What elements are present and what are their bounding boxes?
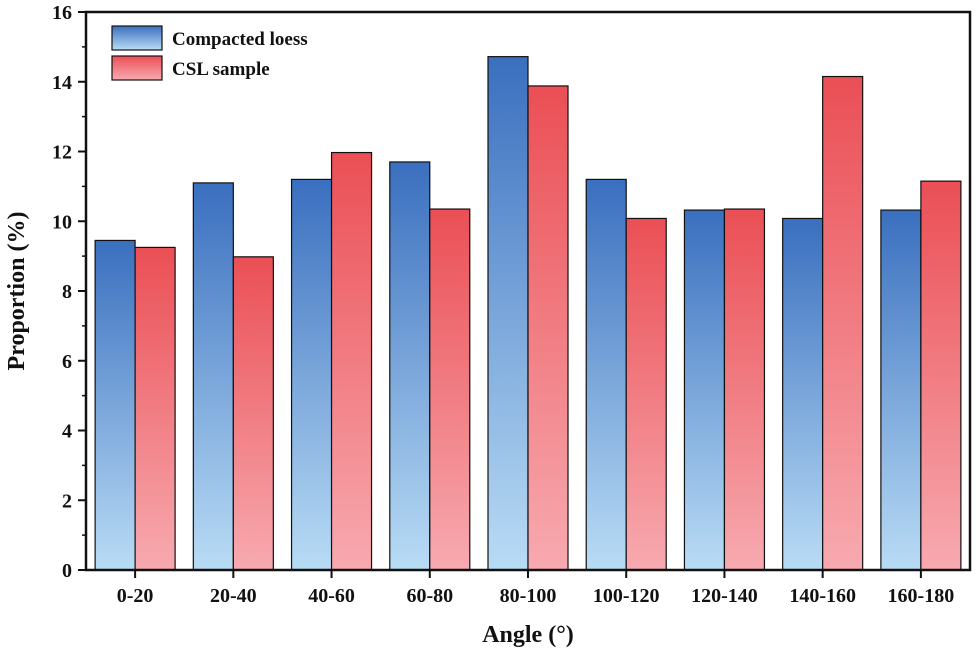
y-ticks: 0 2 4 6 8 10 12 14 16 [52, 2, 86, 582]
x-tick-label-160-180: 160-180 [888, 585, 955, 607]
bar-csl-sample-60-80 [429, 208, 471, 571]
bar-csl-sample-100-120 [625, 217, 667, 571]
y-axis-title: Proportion (%) [4, 212, 30, 371]
bar-compacted-loess-160-180 [880, 209, 922, 571]
bar-csl-sample-120-140 [723, 208, 766, 571]
bar-compacted-loess-20-40 [192, 182, 234, 571]
x-ticks: 0-20 20-40 40-60 60-80 80-100 100-120 120-140 1… [117, 570, 954, 607]
legend-swatch-csl-sample [111, 55, 163, 81]
x-tick-label-60-80: 60-80 [406, 585, 453, 607]
x-tick-label-140-160: 140-160 [789, 585, 856, 607]
legend-label-compacted-loess: Compacted loess [172, 29, 308, 50]
bar-compacted-loess-140-160 [782, 217, 824, 571]
x-tick-label-0-20: 0-20 [117, 585, 154, 607]
legend: Compacted loess CSL sample [111, 25, 308, 81]
x-tick-label-80-100: 80-100 [500, 585, 557, 607]
bar-compacted-loess-100-120 [585, 178, 627, 571]
y-tick-label-4: 4 [62, 421, 72, 443]
bar-compacted-loess-0-20 [94, 239, 136, 571]
bar-csl-sample-40-60 [330, 151, 373, 571]
y-tick-label-14: 14 [52, 72, 72, 94]
bar-csl-sample-80-100 [527, 85, 569, 571]
bar-csl-sample-20-40 [232, 256, 274, 571]
x-tick-label-120-140: 120-140 [691, 585, 758, 607]
plot-frame [84, 10, 972, 572]
legend-swatch-compacted-loess [111, 25, 163, 51]
y-tick-label-6: 6 [62, 351, 72, 373]
y-tick-label-2: 2 [62, 490, 72, 512]
bar-csl-sample-160-180 [920, 180, 962, 571]
bar-compacted-loess-40-60 [290, 178, 333, 571]
bar-csl-sample-0-20 [134, 246, 176, 571]
x-axis-title: Angle (°) [482, 622, 574, 648]
bar-compacted-loess-80-100 [487, 56, 529, 571]
legend-label-csl-sample: CSL sample [172, 59, 270, 80]
bar-csl-sample-140-160 [822, 75, 864, 571]
y-tick-label-0: 0 [62, 560, 72, 582]
y-tick-label-12: 12 [52, 142, 72, 164]
x-tick-label-20-40: 20-40 [210, 585, 257, 607]
bars-group [94, 56, 962, 571]
y-tick-label-16: 16 [52, 2, 72, 24]
bar-compacted-loess-60-80 [389, 161, 431, 571]
x-tick-label-40-60: 40-60 [308, 585, 355, 607]
y-tick-label-10: 10 [52, 211, 72, 233]
bar-compacted-loess-120-140 [683, 209, 726, 571]
x-tick-label-100-120: 100-120 [593, 585, 660, 607]
y-tick-label-8: 8 [62, 281, 72, 303]
